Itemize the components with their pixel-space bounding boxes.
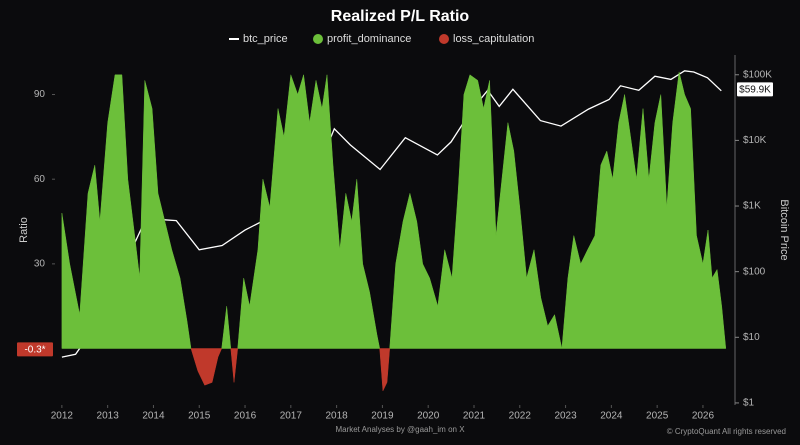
- legend-label: profit_dominance: [327, 33, 411, 45]
- x-tick-label: 2020: [417, 411, 440, 422]
- x-tick-label: 2017: [280, 411, 303, 422]
- y2-axis-title: Bitcoin Price: [778, 199, 790, 260]
- chart-title: Realized P/L Ratio: [331, 8, 470, 25]
- x-tick-label: 2014: [142, 411, 165, 422]
- x-tick-label: 2022: [509, 411, 532, 422]
- y-axis-title: Ratio: [18, 217, 30, 243]
- x-tick-label: 2026: [692, 411, 715, 422]
- x-tick-label: 2023: [554, 411, 577, 422]
- y2-tick-label: $1K: [743, 201, 761, 212]
- ratio-area: [61, 74, 192, 349]
- y2-tick-label: $10K: [743, 135, 767, 146]
- ratio-area: [190, 348, 223, 386]
- x-tick-label: 2013: [97, 411, 120, 422]
- x-tick-label: 2019: [371, 411, 394, 422]
- y2-tick-label: $10: [743, 332, 760, 343]
- y2-tick-label: $100K: [743, 69, 772, 80]
- value-badge: [17, 342, 53, 357]
- ratio-area: [221, 306, 232, 349]
- x-tick-label: 2025: [646, 411, 669, 422]
- ratio-area: [237, 74, 381, 349]
- value-badge-label: -0.3*: [24, 345, 45, 356]
- legend-label: btc_price: [243, 33, 288, 45]
- x-tick-label: 2018: [325, 411, 348, 422]
- legend-label: loss_capitulation: [453, 33, 534, 45]
- x-tick-label: 2016: [234, 411, 257, 422]
- footer: Market Analyses by @gaah_im on X: [335, 425, 465, 434]
- ratio-area: [389, 71, 727, 349]
- x-tick-label: 2024: [600, 411, 623, 422]
- value-badge: [737, 82, 773, 97]
- y-tick-label: 60: [34, 174, 46, 185]
- ratio-area: [230, 348, 238, 383]
- x-tick-label: 2021: [463, 411, 486, 422]
- y-tick-label: 90: [34, 89, 46, 100]
- plot: [61, 70, 727, 392]
- value-badge-label: $59.9K: [739, 85, 771, 96]
- y2-tick-label: $100: [743, 266, 766, 277]
- y-tick-label: 30: [34, 259, 46, 270]
- credit: © CryptoQuant All rights reserved: [667, 427, 786, 436]
- ratio-area: [379, 348, 390, 392]
- legend-marker: [439, 34, 449, 44]
- legend-marker: [313, 34, 323, 44]
- y2-tick-label: $1: [743, 398, 755, 409]
- x-tick-label: 2012: [51, 411, 74, 422]
- x-tick-label: 2015: [188, 411, 211, 422]
